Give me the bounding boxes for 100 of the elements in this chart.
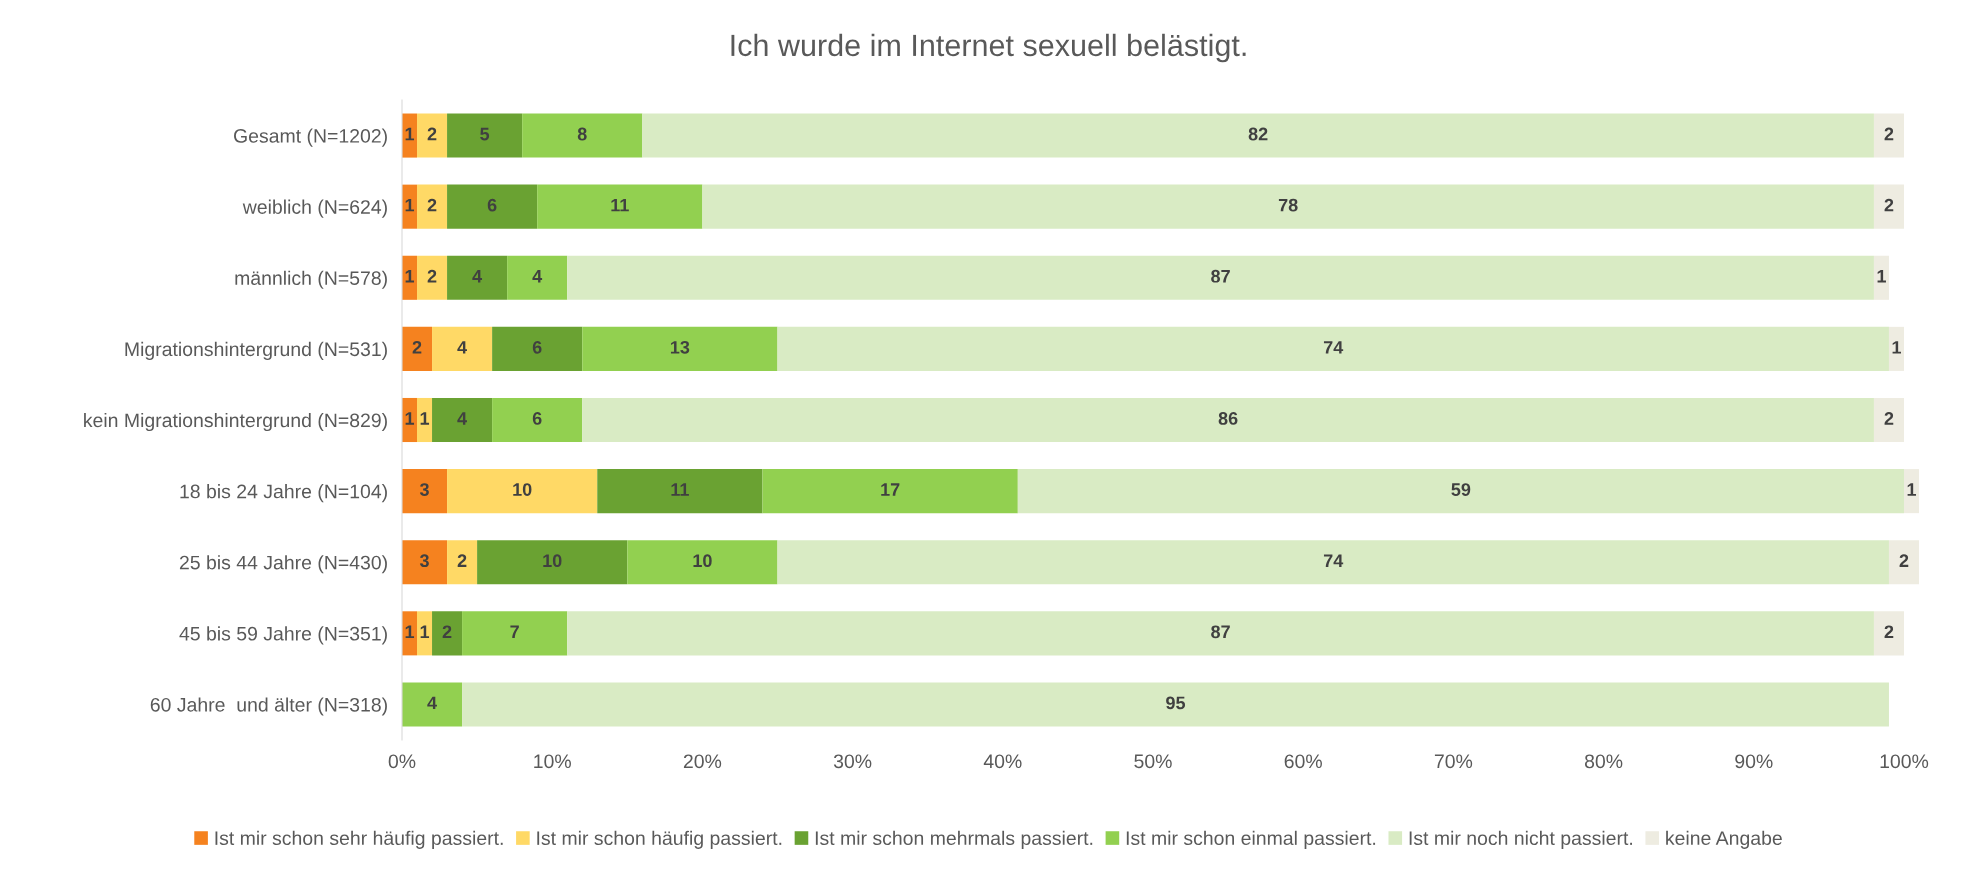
bar bbox=[1888, 540, 1919, 585]
y-tick-label: 45 bis 59 Jahre (N=351) bbox=[179, 626, 387, 645]
data-label: 78 bbox=[1278, 198, 1298, 212]
data-label: 1 bbox=[1877, 270, 1886, 283]
bar bbox=[582, 397, 1874, 443]
data-label: 10 bbox=[543, 554, 562, 568]
data-label: 11 bbox=[611, 198, 629, 212]
x-tick-label: 30% bbox=[833, 754, 872, 769]
bar bbox=[1873, 255, 1889, 300]
data-label: 8 bbox=[577, 127, 587, 141]
x-tick-label: 10% bbox=[534, 754, 571, 769]
data-label: 13 bbox=[670, 340, 690, 354]
bar bbox=[492, 397, 583, 443]
data-label: 2 bbox=[412, 340, 422, 354]
data-label: 6 bbox=[487, 198, 497, 212]
data-label: 2 bbox=[457, 554, 467, 567]
data-label: 5 bbox=[480, 127, 490, 141]
bar bbox=[582, 326, 778, 371]
data-label: 2 bbox=[1884, 127, 1894, 141]
bar bbox=[642, 113, 1874, 158]
bar bbox=[1017, 469, 1904, 514]
bar bbox=[1873, 184, 1904, 229]
data-label: 3 bbox=[419, 554, 429, 568]
x-tick-label: 60% bbox=[1284, 754, 1322, 769]
legend-label: Ist mir schon häufig passiert. bbox=[537, 830, 782, 849]
bar bbox=[522, 113, 643, 158]
y-tick-label: Migrationshintergrund (N=531) bbox=[125, 341, 387, 360]
bar bbox=[627, 540, 778, 585]
data-label: 2 bbox=[1899, 554, 1909, 567]
data-label: 82 bbox=[1248, 127, 1268, 141]
data-label: 11 bbox=[671, 483, 689, 496]
data-label: 4 bbox=[532, 270, 543, 283]
bar bbox=[507, 255, 568, 300]
bar bbox=[1873, 113, 1904, 158]
bar bbox=[492, 326, 583, 371]
data-label: 2 bbox=[427, 127, 437, 141]
data-label: 6 bbox=[532, 340, 542, 354]
bar bbox=[417, 255, 448, 300]
bar bbox=[447, 540, 478, 585]
bar bbox=[462, 682, 1889, 727]
bar bbox=[402, 326, 433, 371]
x-tick-label: 80% bbox=[1584, 754, 1623, 769]
bar bbox=[702, 184, 1874, 229]
data-label: 1 bbox=[405, 198, 415, 212]
bar bbox=[432, 326, 493, 371]
bar bbox=[567, 255, 1874, 300]
data-label: 2 bbox=[442, 625, 452, 638]
data-label: 87 bbox=[1211, 625, 1230, 639]
data-label: 1 bbox=[405, 625, 415, 638]
data-label: 3 bbox=[419, 483, 429, 496]
y-tick-label: männlich (N=578) bbox=[235, 270, 387, 289]
legend-label: Ist mir schon mehrmals passiert. bbox=[815, 830, 1093, 849]
bar bbox=[447, 113, 523, 158]
data-label: 10 bbox=[693, 554, 712, 568]
data-label: 4 bbox=[457, 412, 467, 425]
bar bbox=[402, 469, 448, 514]
bar bbox=[1888, 326, 1904, 371]
bar bbox=[762, 469, 1018, 514]
data-label: 95 bbox=[1166, 696, 1186, 710]
bar bbox=[417, 611, 433, 656]
bar bbox=[1873, 611, 1904, 656]
bar bbox=[447, 255, 508, 300]
x-tick-label: 0% bbox=[388, 754, 416, 769]
data-label: 59 bbox=[1451, 483, 1471, 496]
bar bbox=[417, 397, 433, 443]
bar bbox=[567, 611, 1874, 656]
bar bbox=[1903, 469, 1919, 514]
y-tick-label: 60 Jahre und älter (N=318) bbox=[150, 697, 387, 716]
y-tick-label: 18 bis 24 Jahre (N=104) bbox=[180, 484, 387, 503]
bar bbox=[1873, 397, 1904, 443]
data-label: 1 bbox=[420, 625, 430, 638]
data-label: 10 bbox=[513, 483, 532, 496]
y-tick-label: Gesamt (N=1202) bbox=[234, 128, 387, 147]
x-tick-label: 100% bbox=[1880, 754, 1929, 769]
bar bbox=[447, 184, 538, 229]
chart-title: Ich wurde im Internet sexuell belästigt. bbox=[731, 33, 1246, 63]
bar bbox=[777, 326, 1889, 371]
data-label: 7 bbox=[510, 625, 519, 638]
data-label: 2 bbox=[427, 269, 437, 283]
data-label: 74 bbox=[1323, 341, 1344, 354]
y-tick-label: weiblich (N=624) bbox=[242, 199, 387, 218]
data-label: 2 bbox=[1884, 625, 1894, 638]
bar bbox=[417, 113, 448, 158]
bar bbox=[417, 184, 448, 229]
bar bbox=[432, 397, 493, 443]
data-label: 6 bbox=[532, 412, 542, 425]
bar bbox=[447, 469, 598, 514]
bar bbox=[432, 611, 463, 656]
data-label: 4 bbox=[427, 696, 437, 710]
data-label: 1 bbox=[405, 127, 415, 141]
data-label: 4 bbox=[472, 270, 483, 283]
y-tick-label: 25 bis 44 Jahre (N=430) bbox=[179, 555, 387, 574]
data-label: 17 bbox=[881, 483, 900, 496]
data-label: 2 bbox=[427, 198, 437, 212]
bar bbox=[477, 540, 628, 585]
data-label: 1 bbox=[405, 270, 415, 283]
data-label: 86 bbox=[1218, 412, 1238, 425]
bar bbox=[777, 540, 1889, 585]
data-label: 1 bbox=[1892, 341, 1901, 354]
x-tick-label: 40% bbox=[983, 754, 1022, 769]
